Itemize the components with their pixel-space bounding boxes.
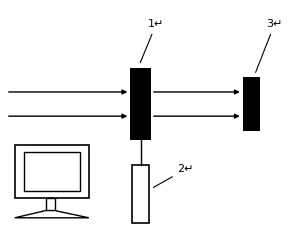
Bar — [132, 165, 149, 223]
Bar — [130, 68, 151, 140]
Bar — [15, 145, 89, 198]
Polygon shape — [15, 211, 89, 218]
Bar — [24, 152, 80, 191]
Text: 2↵: 2↵ — [153, 164, 194, 187]
Bar — [46, 198, 55, 211]
Text: 3↵: 3↵ — [255, 19, 283, 72]
Bar — [243, 77, 260, 131]
Text: 1↵: 1↵ — [140, 19, 164, 63]
